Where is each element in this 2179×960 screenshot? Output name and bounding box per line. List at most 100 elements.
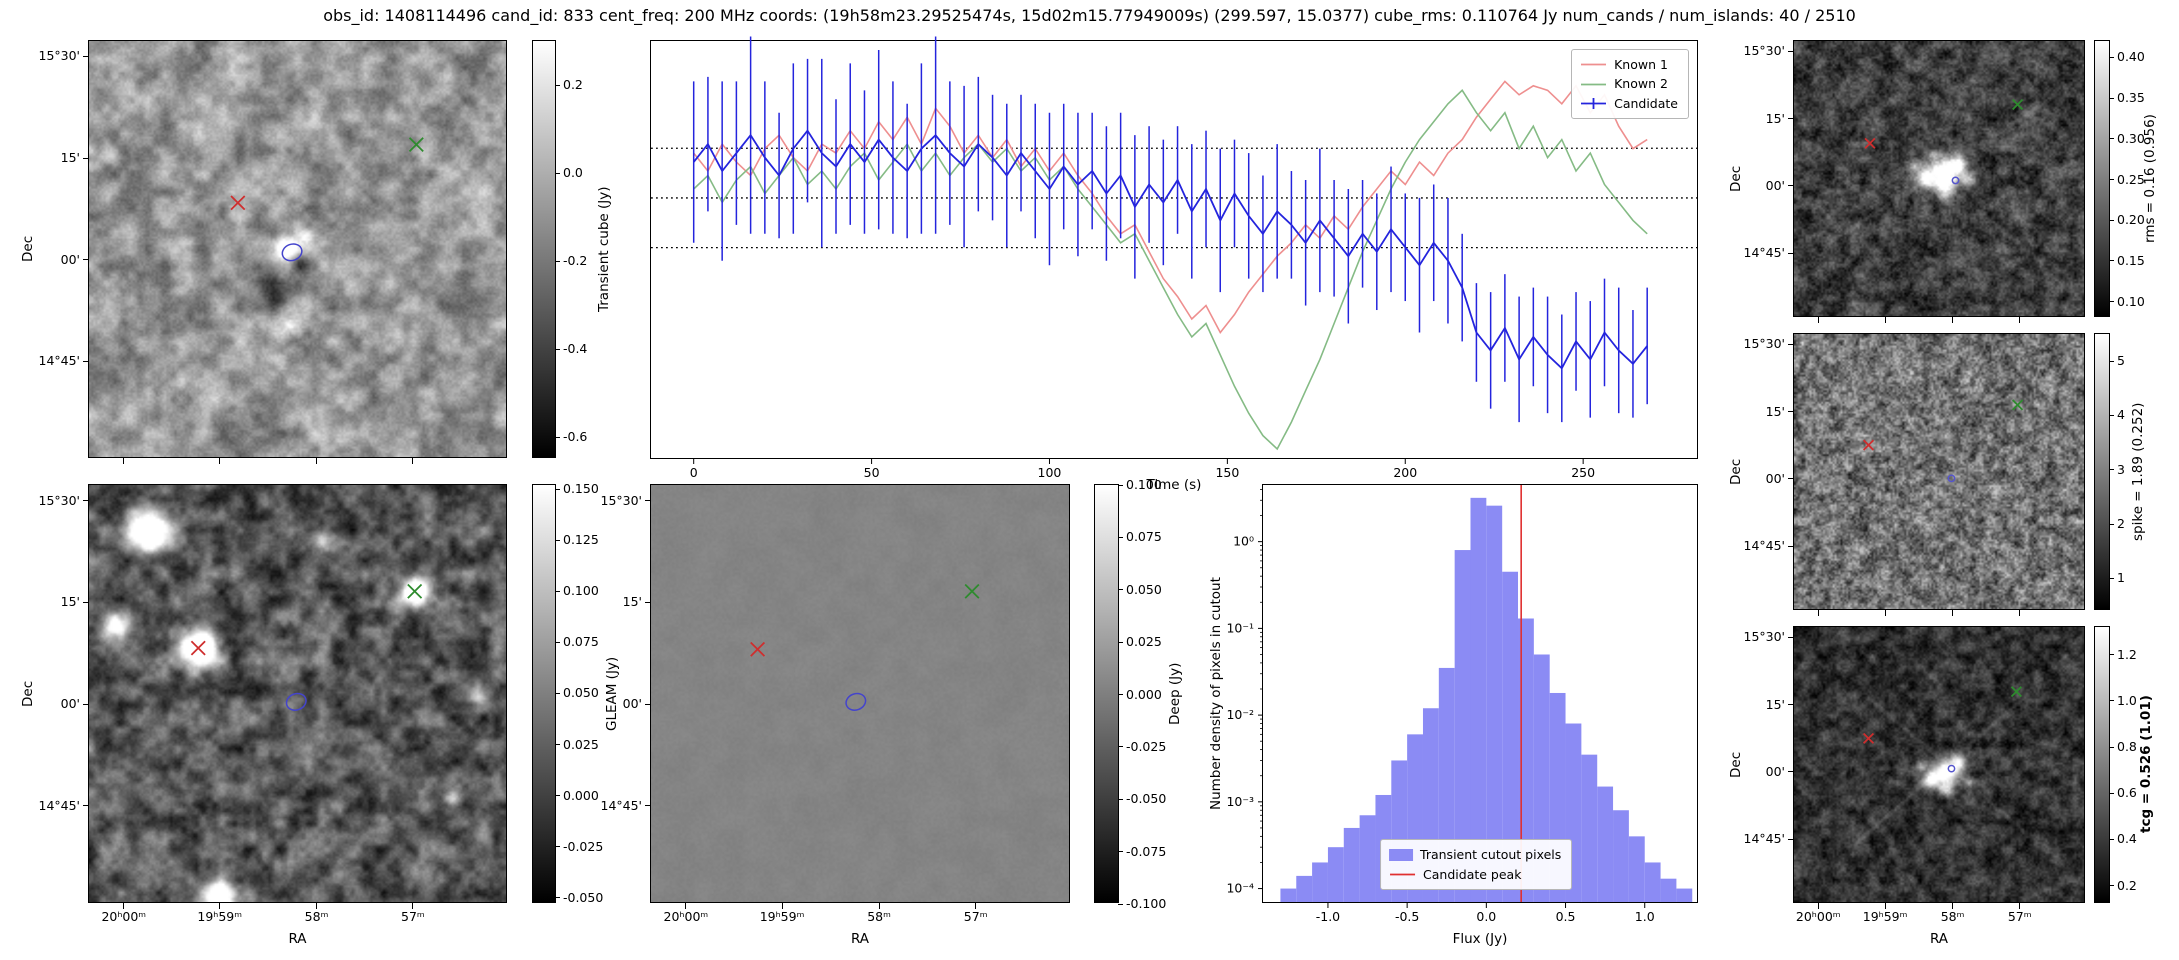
colorbar-tick-mark bbox=[2109, 260, 2114, 262]
colorbar-tick-mark bbox=[555, 172, 560, 174]
colorbar-tick-label: 0.000 bbox=[563, 787, 599, 803]
rms-colorbar: 0.40 0.35 0.30 0.25 0.20 0.15 0.10 bbox=[2094, 40, 2145, 317]
colorbar-tick-mark bbox=[555, 846, 560, 848]
dec-tick-mark bbox=[83, 500, 89, 501]
dec-axis-label: Dec bbox=[1728, 751, 1744, 778]
colorbar-tick-mark bbox=[2109, 577, 2114, 579]
ra-tick-label: 19ʰ59ᵐ bbox=[759, 909, 805, 924]
candidate-contour-marker bbox=[845, 692, 867, 711]
ra-tick-label: 58ᵐ bbox=[867, 909, 891, 924]
source-x-marker bbox=[1864, 137, 1876, 149]
ra-tick-mark bbox=[781, 902, 783, 909]
ra-tick-mark bbox=[316, 457, 318, 464]
dec-tick-mark bbox=[83, 703, 89, 705]
histogram-bar bbox=[1470, 497, 1487, 902]
colorbar-tick-label: -0.100 bbox=[1126, 896, 1167, 912]
figure-title: obs_id: 1408114496 cand_id: 833 cent_fre… bbox=[323, 6, 1856, 25]
colorbar-tick-mark bbox=[1118, 484, 1123, 486]
colorbar-tick-mark bbox=[555, 488, 560, 490]
ra-tick-label: 57ᵐ bbox=[2007, 909, 2032, 924]
legend-item-cutout-pixels: Transient cutout pixels bbox=[1389, 845, 1561, 864]
colorbar-tick-label: 0.25 bbox=[2117, 171, 2145, 187]
colorbar-tick-label: 0.100 bbox=[1126, 477, 1162, 493]
ra-axis-label: RA bbox=[850, 931, 870, 947]
dec-tick-label: 15°30' bbox=[38, 48, 81, 64]
colorbar-tick-mark bbox=[1118, 851, 1123, 853]
colorbar-tick-mark bbox=[2109, 301, 2114, 303]
dec-tick-label: 00' bbox=[60, 696, 80, 712]
colorbar-tick-label: 0.025 bbox=[563, 736, 599, 752]
colorbar-tick-mark bbox=[2109, 838, 2114, 840]
dec-tick-label: 00' bbox=[1765, 177, 1785, 193]
spike-map-image bbox=[1794, 334, 2084, 609]
candidate-lightcurve bbox=[692, 129, 1648, 370]
colorbar-tick-label: -0.075 bbox=[1126, 843, 1167, 859]
colorbar-tick-mark bbox=[2109, 746, 2114, 748]
colorbar-tick-mark bbox=[2109, 523, 2114, 525]
colorbar-tick-mark bbox=[1118, 536, 1123, 538]
histogram-patch-icon bbox=[1389, 848, 1414, 861]
colorbar-tick-mark bbox=[2109, 97, 2114, 99]
gleam-cutout-markers-overlay bbox=[190, 583, 423, 711]
x-tick-label: 200 bbox=[1393, 465, 1417, 480]
source-x-marker bbox=[750, 641, 766, 657]
candidate-contour-marker bbox=[281, 243, 303, 262]
ra-tick-mark bbox=[219, 902, 221, 909]
ra-tick-mark bbox=[1952, 316, 1954, 323]
colorbar-tick-label: -0.050 bbox=[563, 889, 604, 905]
rms-map-image bbox=[1794, 41, 2084, 316]
colorbar-tick-label: 0.050 bbox=[563, 685, 599, 701]
dec-axis-label: Dec bbox=[1728, 165, 1744, 192]
colorbar-tick-label: 0.40 bbox=[2117, 49, 2145, 65]
tcg-colorbar-label: tcg = 0.526 (1.01) bbox=[2138, 695, 2154, 834]
dec-tick-label: 15' bbox=[622, 594, 642, 610]
colorbar-tick-mark bbox=[1118, 694, 1123, 695]
dec-tick-mark bbox=[83, 259, 89, 261]
ra-tick-mark bbox=[1952, 902, 1954, 909]
histogram-bar bbox=[1312, 862, 1328, 902]
legend-label-cutout-pixels: Transient cutout pixels bbox=[1420, 847, 1562, 863]
colorbar-tick-mark bbox=[1118, 746, 1123, 748]
colorbar-tick-mark bbox=[1118, 589, 1123, 591]
ra-tick-mark bbox=[2019, 902, 2021, 909]
colorbar-tick-label: 0.2 bbox=[563, 77, 583, 93]
colorbar-tick-label: 0.30 bbox=[2117, 130, 2145, 146]
dec-tick-mark bbox=[1788, 343, 1794, 345]
colorbar-tick-mark bbox=[1118, 903, 1123, 905]
ra-tick-label: 20ʰ00ᵐ bbox=[663, 909, 709, 924]
dec-tick-label: 00' bbox=[60, 251, 80, 267]
legend-item-known2: Known 2 bbox=[1580, 74, 1678, 93]
ra-tick-mark bbox=[123, 902, 125, 909]
dec-tick-label: 14°45' bbox=[1743, 245, 1786, 261]
colorbar-tick-mark bbox=[2109, 138, 2114, 140]
lightcurve-plot: 0 50 100 150 200 250 bbox=[651, 36, 1697, 480]
candidate-errorbar-icon bbox=[1581, 97, 1607, 109]
colorbar-tick-mark bbox=[2109, 56, 2114, 58]
dec-tick-label: 14°45' bbox=[1743, 831, 1786, 847]
dec-tick-mark bbox=[1788, 252, 1794, 254]
dec-tick-mark bbox=[83, 157, 89, 159]
spike-map-panel: 15°30' 15' 00' 14°45' bbox=[1744, 333, 2085, 616]
dec-tick-mark bbox=[1788, 118, 1794, 120]
dec-tick-mark bbox=[83, 55, 89, 57]
source-x-marker bbox=[964, 583, 980, 599]
tcg-map-image bbox=[1794, 627, 2084, 902]
spike-map-markers-overlay bbox=[1862, 399, 2024, 483]
histogram-bar bbox=[1660, 878, 1677, 902]
x-tick-label: 1.0 bbox=[1635, 909, 1655, 924]
peak-line-icon bbox=[1390, 873, 1416, 876]
spike-colorbar-label: spike = 1.89 (0.252) bbox=[2130, 402, 2146, 541]
dec-tick-mark bbox=[1788, 838, 1794, 840]
colorbar-tick-label: -0.2 bbox=[563, 253, 588, 269]
histogram-bar bbox=[1581, 754, 1598, 902]
dec-tick-mark bbox=[1788, 704, 1794, 706]
x-tick-label: -0.5 bbox=[1395, 909, 1419, 924]
source-x-marker bbox=[408, 137, 424, 153]
dec-tick-mark bbox=[645, 703, 651, 705]
dec-tick-mark bbox=[645, 601, 651, 603]
tcg-map-markers-overlay bbox=[1862, 686, 2022, 773]
histogram-bar bbox=[1597, 786, 1614, 902]
dec-tick-label: 14°45' bbox=[600, 798, 643, 814]
ra-tick-mark bbox=[316, 902, 318, 909]
